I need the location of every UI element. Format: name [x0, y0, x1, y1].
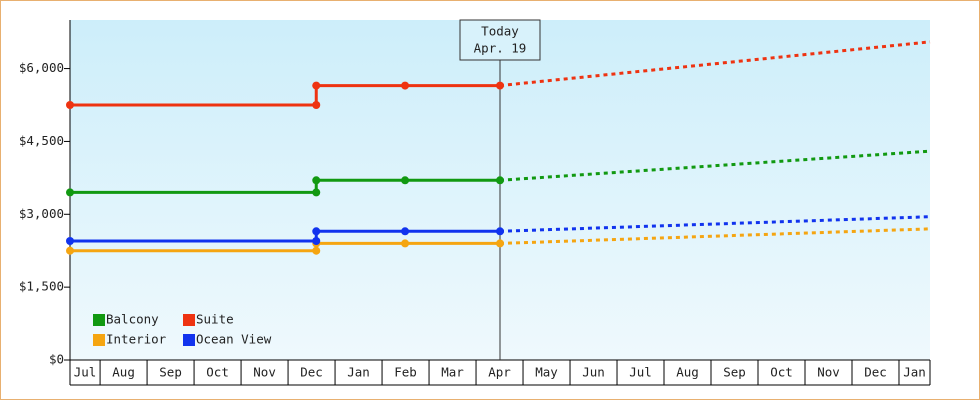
x-tick-label: Apr	[488, 365, 511, 380]
legend-label: Balcony	[106, 312, 159, 327]
y-tick-label: $3,000	[19, 206, 64, 221]
x-tick-label: May	[535, 365, 558, 380]
point	[66, 188, 74, 197]
x-tick-label: Nov	[253, 365, 276, 380]
x-tick-label: Sep	[723, 365, 746, 380]
y-tick-label: $0	[49, 352, 64, 367]
x-tick-label: Nov	[817, 365, 840, 380]
x-tick-label: Jan	[347, 365, 370, 380]
legend-swatch	[93, 314, 105, 326]
legend-swatch	[183, 314, 195, 326]
point	[312, 246, 321, 255]
x-tick-label: Jul	[629, 365, 652, 380]
legend-swatch	[183, 334, 195, 346]
point	[312, 188, 321, 197]
point	[312, 237, 321, 245]
point	[66, 237, 74, 245]
point	[401, 239, 410, 248]
x-tick-label: Aug	[112, 365, 135, 380]
point	[496, 176, 504, 185]
projection-line	[499, 40, 931, 88]
today-label: Apr. 19	[474, 41, 527, 56]
legend-label: Suite	[196, 312, 234, 327]
today-box	[459, 19, 541, 61]
x-tick-label: Oct	[206, 365, 229, 380]
x-tick-label: Jul	[74, 365, 97, 380]
legend-label: Interior	[106, 332, 167, 347]
point	[401, 81, 410, 90]
legend-swatch	[93, 334, 105, 346]
x-tick-label: Mar	[441, 365, 464, 380]
y-tick-label: $4,500	[19, 133, 64, 148]
x-tick-label: Aug	[676, 365, 699, 380]
y-tick-label: $6,000	[19, 60, 64, 75]
point	[496, 227, 504, 236]
point	[496, 81, 504, 90]
point	[401, 176, 410, 185]
x-tick-label: Feb	[394, 365, 417, 380]
point	[312, 101, 321, 109]
point	[401, 227, 410, 236]
x-tick-label: Sep	[159, 365, 182, 380]
x-tick-label: Dec	[300, 365, 323, 380]
point	[312, 81, 321, 90]
legend-label: Ocean View	[196, 332, 272, 347]
today-label: Today	[481, 24, 519, 39]
x-tick-label: Oct	[770, 365, 793, 380]
x-tick-label: Dec	[864, 365, 887, 380]
y-tick-label: $1,500	[19, 279, 64, 294]
point	[66, 101, 74, 109]
point	[312, 227, 321, 236]
x-tick-label: Jun	[582, 365, 605, 380]
x-tick-label: Jan	[903, 365, 926, 380]
point	[312, 176, 321, 185]
point	[496, 239, 504, 248]
point	[66, 246, 74, 255]
